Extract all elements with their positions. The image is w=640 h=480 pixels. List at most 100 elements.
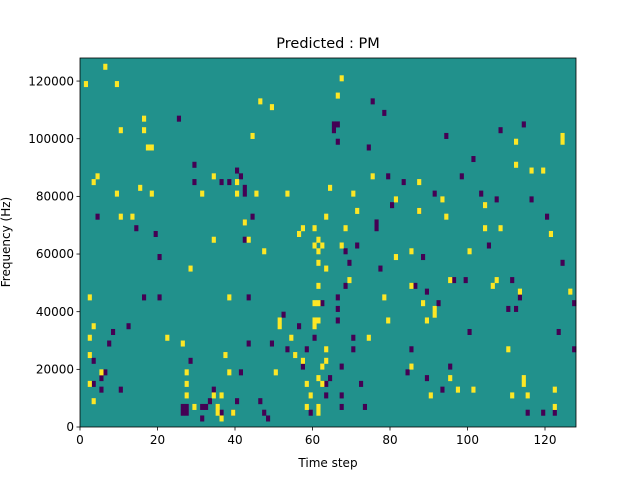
heatmap-cell-low xyxy=(281,311,286,318)
heatmap-cell-low xyxy=(126,323,131,330)
heatmap-cell-low xyxy=(192,179,197,186)
x-tick-label: 120 xyxy=(534,433,557,447)
heatmap-cell-high xyxy=(215,409,220,416)
heatmap-cell-high xyxy=(320,380,325,387)
heatmap-cell-high xyxy=(494,277,499,284)
heatmap-cell-high xyxy=(320,242,325,249)
heatmap-cell-low xyxy=(440,386,445,393)
heatmap-cell-high xyxy=(273,369,278,376)
heatmap-cell-high xyxy=(370,173,375,180)
heatmap-cell-high xyxy=(142,115,147,122)
axes: 0 20 40 60 80 100 120 0 20000 40000 60000 80000 1000… xyxy=(28,57,577,447)
heatmap-cell-high xyxy=(432,311,437,318)
y-tick-label: 60000 xyxy=(36,247,74,261)
heatmap-cell-low xyxy=(157,254,162,261)
heatmap-cell-high xyxy=(339,242,344,249)
heatmap-cell-high xyxy=(560,132,565,139)
heatmap-cell-high xyxy=(483,225,488,232)
heatmap-cell-high xyxy=(145,144,151,151)
heatmap-cell-low xyxy=(331,127,337,134)
heatmap-cell-low xyxy=(463,277,468,284)
heatmap-cell-low xyxy=(99,375,104,382)
heatmap-cell-low xyxy=(331,121,337,128)
heatmap-cell-high xyxy=(293,352,298,359)
heatmap-cell-high xyxy=(432,305,437,312)
heatmap-cell-high xyxy=(223,352,228,359)
heatmap-cell-low xyxy=(382,109,387,116)
heatmap-cell-high xyxy=(316,259,321,266)
heatmap-cell-high xyxy=(568,288,573,295)
heatmap-cell-low xyxy=(378,265,383,272)
x-tick-label: 0 xyxy=(76,433,84,447)
heatmap-cell-high xyxy=(297,230,302,237)
heatmap-cell-high xyxy=(525,392,530,399)
heatmap-cell-high xyxy=(219,392,224,399)
heatmap-cell-low xyxy=(324,380,329,387)
heatmap-cell-low xyxy=(157,294,162,301)
heatmap-cell-low xyxy=(494,196,499,203)
x-tick-label: 100 xyxy=(456,433,479,447)
heatmap-cell-low xyxy=(486,242,492,249)
heatmap-cell-low xyxy=(517,294,523,301)
heatmap-cell-high xyxy=(428,392,433,399)
heatmap-cell-high xyxy=(95,173,100,180)
heatmap-cell-low xyxy=(242,236,247,243)
y-tick-label: 100000 xyxy=(28,132,74,146)
heatmap-cell-low xyxy=(343,282,348,289)
heatmap-cell-low xyxy=(184,403,189,410)
heatmap-cell-high xyxy=(211,173,216,180)
heatmap-cell-high xyxy=(521,380,526,387)
heatmap-cell-low xyxy=(242,190,247,197)
heatmap-cell-low xyxy=(300,363,306,370)
heatmap-cell-low xyxy=(374,225,379,232)
heatmap-cell-low xyxy=(324,392,329,399)
heatmap-cell-high xyxy=(498,225,503,232)
heatmap-cell-low xyxy=(266,415,271,422)
heatmap-cell-low xyxy=(366,144,371,151)
heatmap-cell-low xyxy=(335,121,340,128)
heatmap-cell-high xyxy=(91,179,96,186)
heatmap-cell-high xyxy=(529,167,534,174)
heatmap-cell-high xyxy=(231,409,236,416)
heatmap-cell-high xyxy=(483,202,488,209)
heatmap-cell-low xyxy=(246,340,251,347)
x-tick-label: 80 xyxy=(382,433,397,447)
heatmap-cell-high xyxy=(316,403,321,410)
heatmap-cell-high xyxy=(262,248,267,255)
heatmap-cell-low xyxy=(211,386,216,393)
heatmap-cell-high xyxy=(130,213,135,220)
heatmap-cell-high xyxy=(448,375,453,382)
y-tick-label: 0 xyxy=(66,420,74,434)
heatmap-cell-high xyxy=(382,294,387,301)
heatmap-cell-low xyxy=(269,340,275,347)
heatmap-cell-low xyxy=(207,398,213,405)
heatmap-cell-low xyxy=(200,415,205,422)
heatmap-cell-low xyxy=(351,334,356,341)
y-axis-label: Frequency (Hz) xyxy=(0,197,13,288)
heatmap-cell-high xyxy=(142,127,147,134)
x-axis-label: Time step xyxy=(297,456,357,470)
heatmap-cell-high xyxy=(87,352,92,359)
heatmap-cell-high xyxy=(192,403,197,410)
heatmap-cell-low xyxy=(188,357,193,364)
heatmap-cell-high xyxy=(312,300,317,307)
heatmap-cell-high xyxy=(87,334,92,341)
heatmap-cell-high xyxy=(180,340,185,347)
x-tick-label: 40 xyxy=(227,433,242,447)
heatmap-cell-high xyxy=(258,98,263,105)
heatmap-cell-high xyxy=(320,363,325,370)
heatmap-cell-high xyxy=(312,225,317,232)
heatmap-cell-low xyxy=(362,403,368,410)
heatmap-cell-high xyxy=(455,386,461,393)
heatmap-cell-high xyxy=(324,357,329,364)
heatmap-cell-high xyxy=(335,92,340,99)
heatmap-cell-low xyxy=(471,156,476,163)
heatmap-cell-high xyxy=(409,363,414,370)
heatmap-cell-high xyxy=(188,265,193,272)
heatmap-cell-low xyxy=(467,328,472,335)
heatmap-cell-high xyxy=(304,403,309,410)
heatmap-cell-low xyxy=(91,357,96,364)
heatmap-cell-high xyxy=(324,265,329,272)
heatmap-cell-high xyxy=(351,190,356,197)
heatmap-cell-low xyxy=(401,179,406,186)
